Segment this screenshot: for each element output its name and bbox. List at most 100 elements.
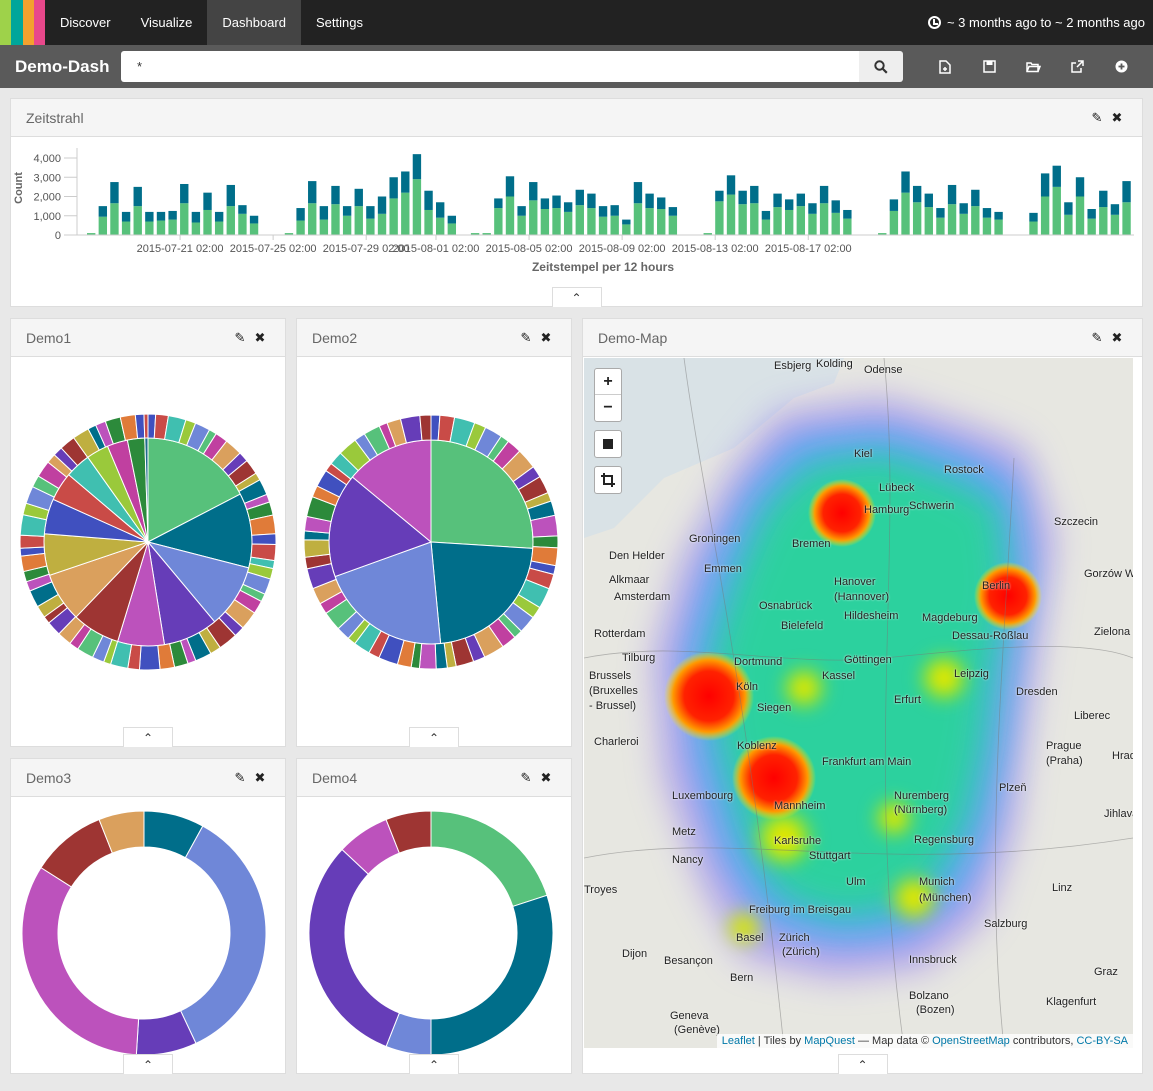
bar-segment[interactable] [936,217,945,235]
edit-icon[interactable]: ✎ [520,769,532,785]
bar-segment[interactable] [610,215,619,235]
bar-segment[interactable] [308,203,317,235]
pie-slice[interactable] [19,534,45,549]
bar-segment[interactable] [785,209,794,235]
bar-segment[interactable] [645,193,654,209]
bar-segment[interactable] [587,193,596,209]
bar-segment[interactable] [715,190,724,202]
bar-segment[interactable] [622,224,631,235]
close-icon[interactable]: ✖ [254,329,266,345]
pie-slice[interactable] [532,535,559,549]
bar-segment[interactable] [389,177,398,199]
bar-segment[interactable] [994,211,1003,220]
bar-segment[interactable] [843,218,852,235]
collapse-button[interactable]: ⌃ [837,1054,888,1074]
bar-segment[interactable] [156,220,166,235]
bar-segment[interactable] [1040,196,1050,236]
collapse-button[interactable]: ⌃ [409,727,459,747]
bar-segment[interactable] [1029,221,1038,235]
bar-segment[interactable] [319,219,329,235]
bar-segment[interactable] [750,185,759,204]
bar-segment[interactable] [214,211,224,222]
bar-segment[interactable] [505,176,515,197]
bar-segment[interactable] [226,206,235,235]
bar-segment[interactable] [401,171,410,193]
close-icon[interactable]: ✖ [1111,109,1123,125]
pie-slice[interactable] [430,810,548,908]
bar-segment[interactable] [436,202,445,218]
bar-segment[interactable] [563,211,573,235]
bar-segment[interactable] [901,192,910,235]
bar-segment[interactable] [238,205,247,214]
bar-segment[interactable] [924,193,933,208]
bar-segment[interactable] [1040,173,1050,197]
bar-segment[interactable] [947,204,957,235]
collapse-button[interactable]: ⌃ [409,1054,459,1074]
bar-segment[interactable] [563,202,573,212]
bar-segment[interactable] [715,201,724,235]
bar-segment[interactable] [87,233,96,235]
bar-segment[interactable] [366,206,375,219]
bar-segment[interactable] [959,203,968,214]
search-button[interactable] [859,51,903,82]
bar-segment[interactable] [284,233,294,235]
bar-segment[interactable] [133,186,142,207]
openstreetmap-link[interactable]: OpenStreetMap [932,1035,1010,1047]
bar-segment[interactable] [901,171,910,193]
bar-segment[interactable] [889,199,899,211]
bar-segment[interactable] [540,209,550,235]
nav-settings[interactable]: Settings [315,15,363,30]
nav-dashboard[interactable]: Dashboard [207,0,301,45]
open-button[interactable] [1011,51,1055,82]
bar-segment[interactable] [133,206,142,235]
bar-segment[interactable] [1122,181,1131,203]
bar-segment[interactable] [145,221,154,235]
bar-segment[interactable] [587,208,596,235]
bar-segment[interactable] [726,175,736,195]
bar-segment[interactable] [738,204,747,235]
bar-segment[interactable] [843,209,852,219]
draw-rectangle-button[interactable] [594,430,622,458]
bar-segment[interactable] [703,233,712,235]
pie-slice[interactable] [98,810,145,854]
bar-segment[interactable] [505,196,515,236]
bar-segment[interactable] [331,185,340,205]
bar-segment[interactable] [750,203,759,235]
bar-segment[interactable] [982,217,992,235]
bar-segment[interactable] [994,219,1003,235]
bar-segment[interactable] [331,204,340,235]
zoom-in-button[interactable]: + [595,369,621,395]
bar-segment[interactable] [203,192,212,210]
kibana-logo[interactable] [0,0,45,45]
bar-segment[interactable] [1110,214,1120,235]
bar-segment[interactable] [308,181,317,204]
bar-segment[interactable] [354,206,363,235]
bar-segment[interactable] [98,206,108,217]
bar-segment[interactable] [238,213,247,235]
bar-segment[interactable] [412,154,422,180]
bar-segment[interactable] [971,206,980,235]
edit-icon[interactable]: ✎ [1091,329,1103,345]
save-button[interactable] [967,51,1011,82]
close-icon[interactable]: ✖ [254,769,266,785]
bar-segment[interactable] [1029,212,1038,222]
bar-segment[interactable] [1052,165,1061,187]
bar-segment[interactable] [436,217,445,235]
bar-segment[interactable] [191,222,201,235]
bar-segment[interactable] [912,202,922,235]
bar-segment[interactable] [657,209,666,235]
bar-segment[interactable] [959,213,968,235]
bar-segment[interactable] [214,221,224,235]
leaflet-link[interactable]: Leaflet [721,1035,755,1047]
bar-segment[interactable] [121,221,131,235]
pie-slice[interactable] [21,866,140,1056]
crop-button[interactable] [594,466,622,494]
bar-segment[interactable] [796,206,806,235]
nav-discover[interactable]: Discover [60,15,111,30]
bar-segment[interactable] [296,208,305,221]
bar-segment[interactable] [773,193,782,208]
bar-segment[interactable] [1099,207,1108,235]
bar-segment[interactable] [552,208,561,235]
close-icon[interactable]: ✖ [540,769,552,785]
bar-segment[interactable] [121,211,131,222]
